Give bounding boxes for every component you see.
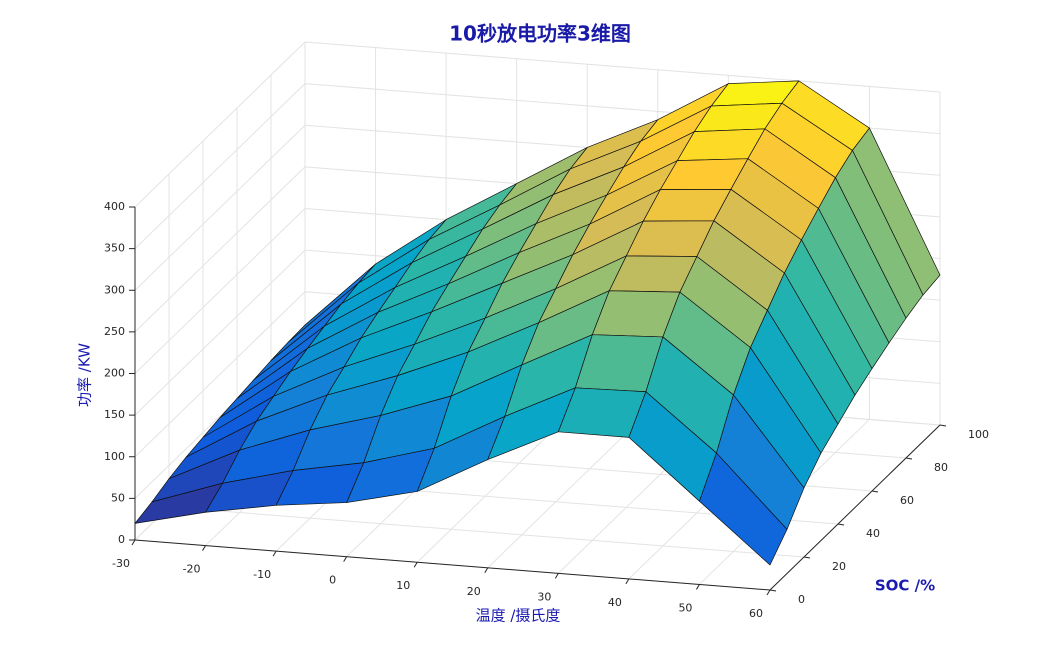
x-tick xyxy=(131,539,136,546)
grid-line xyxy=(134,83,306,249)
grid-line xyxy=(134,249,306,416)
y-tick-label: 80 xyxy=(934,461,948,474)
z-tick-label: 200 xyxy=(104,367,125,380)
x-tick-label: 0 xyxy=(329,574,336,587)
z-tick-label: 400 xyxy=(104,200,125,213)
z-tick-label: 50 xyxy=(111,491,125,504)
x-tick xyxy=(272,550,277,557)
y-axis-label: SOC /% xyxy=(875,577,935,595)
x-tick-label: -20 xyxy=(183,563,201,576)
chart-title: 10秒放电功率3维图 xyxy=(449,22,631,46)
x-tick-label: -30 xyxy=(112,557,130,570)
y-tick xyxy=(905,457,913,460)
x-tick xyxy=(696,584,700,590)
z-tick-label: 250 xyxy=(104,325,125,338)
y-axis xyxy=(769,424,941,591)
x-tick xyxy=(625,578,630,585)
x-tick xyxy=(202,545,206,551)
x-tick-label: 10 xyxy=(396,579,410,592)
grid-line xyxy=(134,208,306,374)
grid-line xyxy=(168,506,805,558)
x-tick xyxy=(484,567,489,574)
grid-line xyxy=(304,41,941,93)
x-tick xyxy=(554,573,559,579)
x-tick-label: 60 xyxy=(749,607,763,620)
y-tick-label: 0 xyxy=(798,593,805,606)
y-tick xyxy=(837,523,845,526)
z-tick-label: 150 xyxy=(104,408,125,421)
grid-line xyxy=(134,166,306,333)
z-tick-label: 350 xyxy=(104,242,125,255)
x-tick-label: 30 xyxy=(537,590,551,603)
x-tick-label: 20 xyxy=(467,585,481,598)
x-tick xyxy=(766,589,771,596)
grid-line xyxy=(134,291,306,458)
y-tick xyxy=(803,556,811,559)
grid-line xyxy=(134,124,306,291)
x-tick-label: 50 xyxy=(678,601,692,614)
y-tick-label: 40 xyxy=(866,527,880,540)
surface-face xyxy=(699,452,788,566)
y-tick-label: 60 xyxy=(900,494,914,507)
x-axis-label: 温度 /摄氏度 xyxy=(476,607,561,625)
x-axis xyxy=(134,539,771,591)
z-tick-label: 300 xyxy=(104,283,125,296)
x-tick xyxy=(413,561,418,568)
x-tick xyxy=(343,556,348,562)
y-tick xyxy=(871,490,879,493)
y-tick-label: 20 xyxy=(832,560,846,573)
z-tick-label: 0 xyxy=(118,533,125,546)
y-tick-label: 100 xyxy=(968,428,989,441)
x-tick-label: -10 xyxy=(253,568,271,581)
y-tick xyxy=(939,424,947,427)
z-axis-label: 功率 /KW xyxy=(76,343,94,407)
z-tick-label: 100 xyxy=(104,450,125,463)
grid-line xyxy=(134,41,306,208)
y-tick xyxy=(769,589,777,592)
x-tick-label: 40 xyxy=(608,596,622,609)
